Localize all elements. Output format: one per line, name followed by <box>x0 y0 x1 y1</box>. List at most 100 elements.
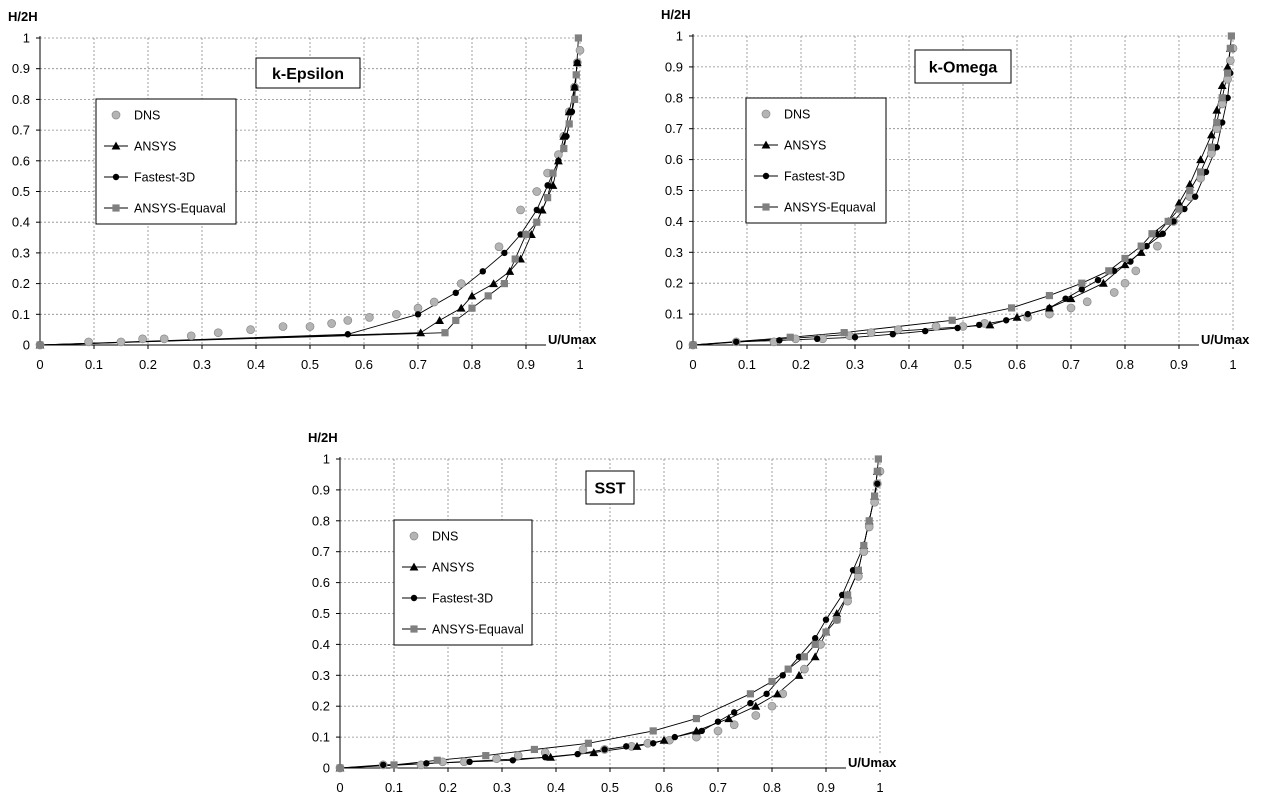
data-point <box>768 677 776 686</box>
data-point <box>623 743 630 750</box>
data-point <box>833 616 841 624</box>
data-point <box>482 752 490 760</box>
data-point <box>186 331 196 341</box>
data-point <box>751 711 761 720</box>
data-point <box>1226 44 1234 52</box>
data-point <box>1217 81 1227 89</box>
data-point <box>546 752 555 761</box>
data-point <box>584 739 592 747</box>
data-point <box>812 635 819 642</box>
x-tick-label: 0.4 <box>547 780 565 795</box>
series-ansys-equaval <box>336 455 882 772</box>
y-tick-label: 0.8 <box>312 513 330 528</box>
data-point <box>1148 230 1156 238</box>
data-point <box>1143 242 1150 250</box>
data-point <box>1003 317 1010 324</box>
y-tick-label: 0.6 <box>312 575 330 590</box>
chart-title-box <box>914 49 1012 84</box>
data-point <box>1046 304 1053 312</box>
data-point <box>1127 258 1134 265</box>
data-point <box>1159 230 1167 237</box>
x-tick-label: 0.4 <box>247 357 265 372</box>
legend-swatch-circle <box>761 109 771 119</box>
data-point <box>1094 276 1102 284</box>
chart-title-box <box>585 470 635 505</box>
legend-label: DNS <box>134 109 160 123</box>
data-point <box>159 334 169 344</box>
data-point <box>871 492 879 500</box>
series-ansys <box>688 43 1235 349</box>
data-point <box>865 517 873 525</box>
data-point <box>327 319 336 328</box>
legend-label: Fastest-3D <box>432 592 493 606</box>
data-point <box>452 316 460 325</box>
data-point <box>574 59 581 66</box>
data-point <box>849 567 857 574</box>
x-tick-label: 0.8 <box>1116 357 1134 372</box>
data-point <box>1207 130 1216 139</box>
y-axis-label: H/2H <box>308 430 338 445</box>
y-tick-label: 0.1 <box>12 307 30 322</box>
y-tick-label: 0.8 <box>12 92 30 107</box>
data-point <box>1224 94 1231 102</box>
data-point <box>763 690 770 698</box>
data-point <box>733 338 740 346</box>
y-tick-label: 0.3 <box>12 245 30 260</box>
data-point <box>501 249 508 257</box>
data-point <box>714 718 722 725</box>
y-tick-label: 0.2 <box>312 699 330 714</box>
data-point <box>731 709 738 716</box>
legend-box <box>745 97 887 224</box>
data-point <box>1218 94 1226 102</box>
data-point <box>698 727 705 735</box>
chart-title-box <box>255 57 361 89</box>
y-tick-label: 0 <box>676 338 683 353</box>
data-point <box>544 194 552 202</box>
y-tick-label: 0.9 <box>665 59 683 74</box>
data-point <box>773 689 782 698</box>
data-point <box>724 714 734 723</box>
y-tick-label: 0.5 <box>12 184 30 199</box>
data-point <box>1045 291 1053 300</box>
data-point <box>844 591 852 599</box>
data-point <box>1181 205 1188 213</box>
data-point <box>278 322 288 331</box>
x-tick-label: 1 <box>1229 357 1236 372</box>
y-tick-label: 0.2 <box>12 276 30 291</box>
data-point <box>533 206 540 214</box>
data-point <box>555 157 562 164</box>
data-point <box>1175 205 1183 213</box>
y-tick-label: 0.8 <box>665 90 683 105</box>
data-point <box>931 322 941 331</box>
data-point <box>423 760 430 767</box>
data-point <box>484 292 492 300</box>
data-point <box>544 182 551 189</box>
legend-swatch-square <box>112 204 120 212</box>
data-point <box>1082 297 1092 307</box>
data-point <box>548 180 558 189</box>
legend-swatch-square <box>410 625 418 633</box>
data-point <box>659 735 669 744</box>
data-point <box>542 753 549 761</box>
data-point <box>1105 267 1113 275</box>
data-point <box>800 653 808 661</box>
legend-label: ANSYS <box>432 561 474 575</box>
y-tick-label: 0.6 <box>665 152 683 167</box>
data-point <box>489 279 498 288</box>
data-point <box>336 764 344 772</box>
data-point <box>747 699 754 707</box>
y-tick-label: 1 <box>23 31 30 46</box>
data-point <box>784 665 792 673</box>
data-point <box>893 325 903 334</box>
legend: DNS ANSYS Fastest-3D ANSYS-Equaval <box>393 519 533 646</box>
data-point <box>985 320 995 329</box>
data-point <box>1066 303 1076 313</box>
data-point <box>492 754 501 764</box>
data-point <box>549 169 557 177</box>
data-point <box>537 205 547 214</box>
data-point <box>632 741 642 750</box>
y-tick-label: 0.9 <box>312 482 330 497</box>
data-point <box>713 726 723 736</box>
data-point <box>889 330 896 338</box>
data-point <box>138 334 147 344</box>
